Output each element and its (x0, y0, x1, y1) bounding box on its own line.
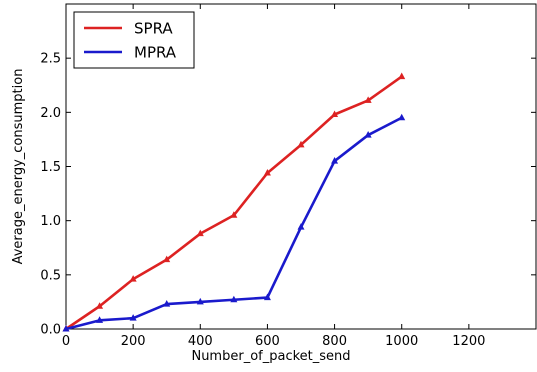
series-line-spra (65, 75, 403, 331)
data-point-mpra (398, 113, 406, 121)
x-tick-label: 200 (121, 334, 146, 349)
legend-box (73, 11, 195, 69)
plot-area: 0 200 400 600 800 1000 1200 0.0 0.5 1.0 1.5 2.0 2.5 S… (40, 3, 537, 349)
legend-label-spra: SPRA (134, 20, 173, 38)
y-tick-label: 1.5 (40, 160, 61, 175)
x-tick-label: 1000 (385, 334, 418, 349)
y-tick-label: 0.5 (40, 268, 61, 283)
y-tick-label: 2.5 (40, 52, 61, 67)
data-point-spra (364, 96, 372, 103)
data-point-mpra (263, 293, 271, 301)
y-tick-label: 2.0 (40, 106, 61, 121)
data-point-mpra (163, 300, 171, 307)
x-tick-label: 400 (188, 334, 213, 349)
data-point-mpra (331, 157, 339, 164)
data-point-spra (196, 229, 204, 237)
data-point-spra (129, 275, 137, 282)
data-point-mpra (230, 295, 238, 303)
data-point-mpra (62, 324, 70, 332)
data-point-spra (230, 211, 238, 218)
data-point-spra (163, 255, 171, 263)
data-point-spra (398, 72, 406, 80)
data-point-spra (297, 140, 305, 148)
x-tick-label: 1200 (452, 334, 485, 349)
x-tick-label: 800 (322, 334, 347, 349)
data-point-spra (96, 302, 104, 309)
data-point-mpra (196, 297, 204, 305)
y-axis-label: Average_energy_consumption (11, 69, 26, 265)
y-tick-label: 1.0 (40, 214, 61, 229)
data-point-mpra (364, 131, 372, 138)
data-point-mpra (129, 314, 137, 321)
data-point-spra (331, 110, 339, 117)
y-tick-label: 0.0 (40, 323, 61, 338)
data-point-spra (263, 168, 271, 176)
x-axis-label: Number_of_packet_send (191, 349, 350, 364)
data-point-mpra (297, 223, 305, 230)
x-tick-label: 0 (62, 334, 70, 349)
legend-label-mpra: MPRA (134, 44, 177, 62)
data-point-mpra (96, 316, 104, 323)
x-tick-label: 600 (255, 334, 280, 349)
